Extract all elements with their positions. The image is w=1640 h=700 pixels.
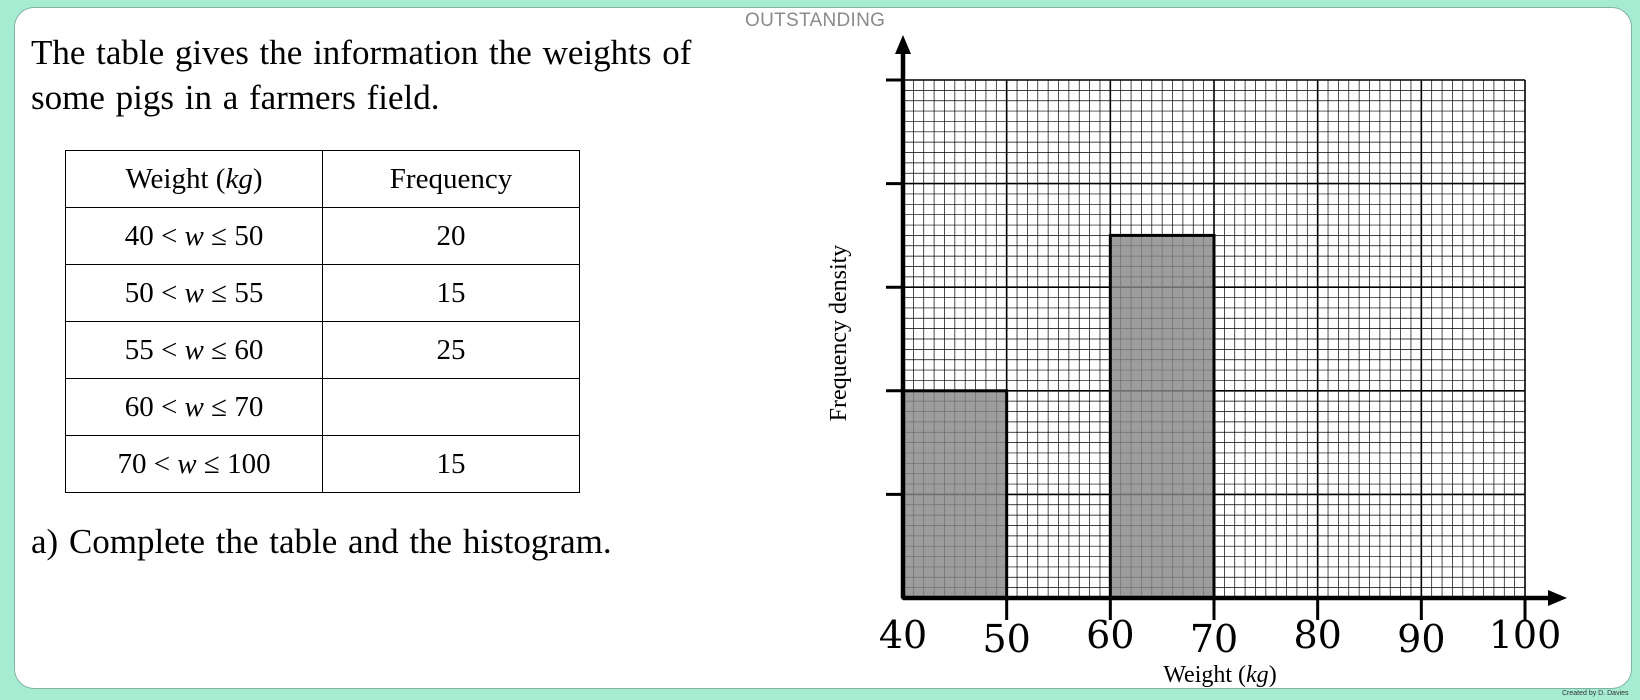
frequency-header: Frequency	[322, 150, 580, 208]
x-tick-label: 90	[1397, 617, 1445, 661]
weight-header-prefix: Weight (	[125, 162, 226, 195]
x-axis-arrow-icon	[1548, 590, 1567, 606]
chart-axes	[895, 35, 1567, 606]
histogram-bars	[901, 233, 1216, 600]
weight-class: 60 < w ≤ 70	[65, 378, 323, 436]
frequency-cell: 15	[322, 264, 580, 322]
x-tick-label: 50	[982, 617, 1030, 661]
table-header-row: Weight (kg) Frequency	[65, 150, 580, 208]
table-row: 70 < w ≤ 100 15	[65, 435, 580, 493]
class-upper: 70	[234, 390, 264, 423]
class-lower: 40	[124, 219, 154, 252]
x-tick-label: 100	[1489, 613, 1562, 657]
weight-class: 70 < w ≤ 100	[65, 435, 323, 493]
class-upper: 50	[234, 219, 264, 252]
x-tick-label: 80	[1293, 613, 1341, 657]
table-row: 40 < w ≤ 50 20	[65, 207, 580, 265]
weight-class: 55 < w ≤ 60	[65, 321, 323, 379]
table-row: 55 < w ≤ 60 25	[65, 321, 580, 379]
class-lower: 70	[117, 447, 147, 480]
frequency-table: Weight (kg) Frequency 40 < w ≤ 50 20 50 …	[65, 150, 580, 493]
table-row: 60 < w ≤ 70	[65, 378, 580, 436]
x-axis-title-unit: kg	[1246, 662, 1269, 688]
class-upper: 100	[227, 447, 271, 480]
question-text: The table gives the information the weig…	[31, 33, 692, 117]
x-tick-label: 40	[879, 613, 927, 657]
histogram-bar	[1108, 233, 1216, 600]
author-credit: Created by D. Davies	[1562, 690, 1629, 697]
weight-class: 40 < w ≤ 50	[65, 207, 323, 265]
x-axis-title-prefix: Weight (	[1163, 662, 1246, 688]
x-axis-title-suffix: )	[1269, 662, 1277, 688]
part-a-instruction: a) Complete the table and the histogram.	[31, 522, 612, 561]
class-upper: 55	[234, 276, 264, 309]
class-lower: 60	[124, 390, 154, 423]
weight-header-suffix: )	[252, 162, 263, 195]
table-row: 50 < w ≤ 55 15	[65, 264, 580, 322]
chart-ticks: 40 50 60 70 80 90 100	[879, 78, 1562, 661]
x-axis-title: Weight (kg)	[1163, 662, 1276, 688]
frequency-cell: 15	[322, 435, 580, 493]
y-axis-title: Frequency density	[826, 245, 852, 422]
x-tick-label: 70	[1190, 617, 1238, 661]
class-upper: 60	[234, 333, 264, 366]
y-axis-arrow-icon	[895, 35, 911, 54]
histogram-bar	[901, 389, 1009, 600]
x-tick-label: 60	[1086, 613, 1134, 657]
class-lower: 55	[124, 333, 154, 366]
difficulty-label: OUTSTANDING	[745, 10, 886, 31]
frequency-cell-blank[interactable]	[322, 378, 580, 436]
class-lower: 50	[124, 276, 154, 309]
frequency-cell: 20	[322, 207, 580, 265]
frequency-cell: 25	[322, 321, 580, 379]
weight-header-unit: kg	[225, 162, 253, 195]
